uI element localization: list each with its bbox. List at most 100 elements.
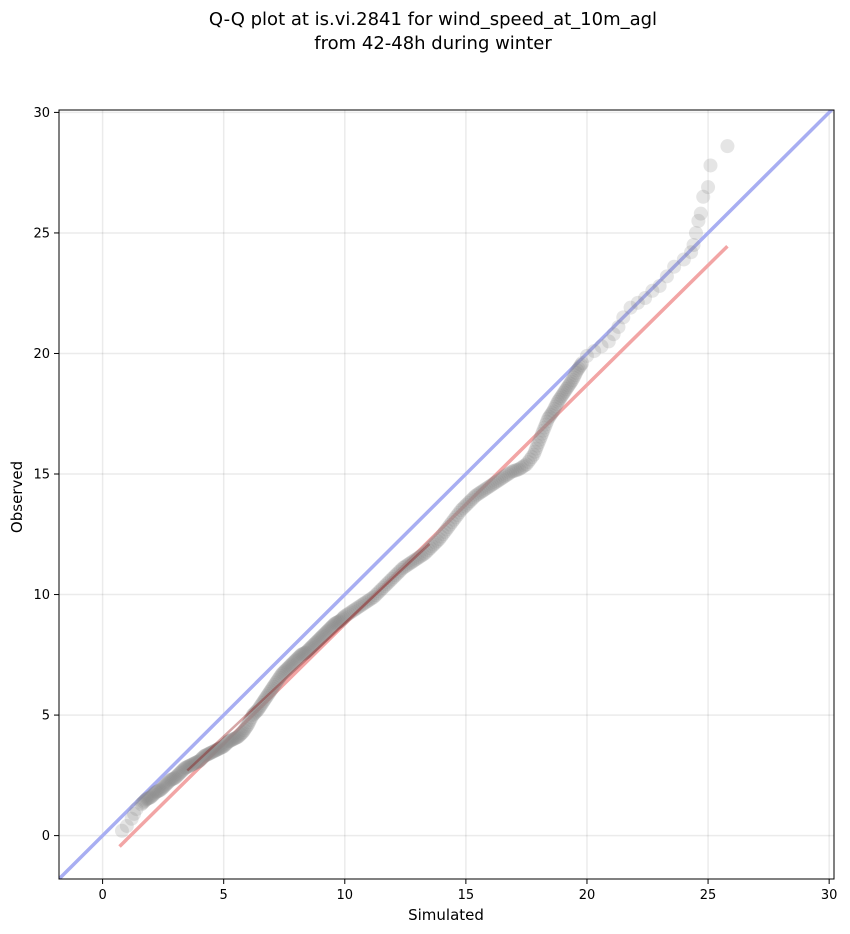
data-point (127, 806, 142, 821)
reference-lines (59, 110, 834, 879)
data-point (357, 595, 372, 610)
data-point (397, 559, 412, 574)
data-point (213, 741, 228, 756)
data-point (179, 760, 194, 775)
data-point (611, 319, 626, 334)
x-tick-label: 0 (98, 888, 106, 903)
y-tick-label: 15 (33, 468, 50, 483)
data-point (684, 245, 699, 260)
data-point (299, 645, 314, 660)
data-point (412, 550, 427, 565)
data-point (181, 759, 196, 774)
data-point (701, 180, 716, 195)
data-point (543, 407, 558, 422)
data-point (215, 740, 230, 755)
data-point (395, 561, 410, 576)
data-point (374, 582, 389, 597)
data-point (659, 269, 674, 284)
data-point (234, 726, 249, 741)
data-point (186, 756, 201, 771)
data-point (159, 776, 174, 791)
data-point (273, 668, 288, 683)
data-point (720, 139, 735, 154)
grid-lines (59, 110, 834, 879)
data-point (249, 704, 264, 719)
data-point (630, 295, 645, 310)
data-point (221, 734, 236, 749)
data-point (200, 747, 215, 762)
data-point (703, 158, 718, 173)
data-point (512, 462, 527, 477)
data-point (549, 397, 564, 412)
data-point (513, 460, 528, 475)
data-point (272, 670, 287, 685)
data-point (475, 483, 490, 498)
data-point (564, 374, 579, 389)
data-point (348, 602, 363, 617)
data-point (145, 788, 160, 803)
data-point (526, 447, 541, 462)
data-point (399, 558, 414, 573)
data-point (501, 467, 516, 482)
data-point (439, 522, 454, 537)
data-point (616, 310, 631, 325)
data-point (435, 527, 450, 542)
y-axis-label: Observed (8, 461, 26, 533)
data-point (243, 712, 258, 727)
data-point (147, 786, 162, 801)
data-point (554, 389, 569, 404)
data-point (169, 769, 184, 784)
data-point (506, 463, 521, 478)
data-point (341, 606, 356, 621)
data-point (527, 444, 542, 459)
data-point (428, 535, 443, 550)
data-point (248, 705, 263, 720)
data-point (541, 411, 556, 426)
data-point (232, 728, 247, 743)
data-point (495, 470, 510, 485)
y-tick-label: 5 (42, 709, 50, 724)
data-point (524, 450, 539, 465)
y-tick-label: 10 (33, 588, 50, 603)
data-point (177, 761, 192, 776)
data-point (238, 721, 253, 736)
data-point (278, 663, 293, 678)
data-point (542, 409, 557, 424)
data-point (417, 546, 432, 561)
data-point (290, 651, 305, 666)
data-point (546, 404, 561, 419)
data-point (555, 387, 570, 402)
data-point (282, 659, 297, 674)
data-point (180, 759, 195, 774)
data-point (339, 608, 354, 623)
data-point (432, 532, 447, 547)
data-point (305, 639, 320, 654)
data-point (415, 547, 430, 562)
data-point (381, 575, 396, 590)
data-point (322, 622, 337, 637)
data-point (144, 790, 159, 805)
data-point (406, 553, 421, 568)
data-point (368, 588, 383, 603)
data-point (536, 423, 551, 438)
data-point (474, 485, 489, 500)
data-point (256, 694, 271, 709)
data-point (119, 818, 134, 833)
data-point (540, 414, 555, 429)
y-tick-label: 30 (33, 106, 50, 121)
data-point (401, 557, 416, 572)
data-point (437, 524, 452, 539)
plot-frame (58, 109, 835, 880)
fit-line (118, 244, 729, 848)
data-point (499, 468, 514, 483)
data-point (579, 348, 594, 363)
data-point (151, 784, 166, 799)
data-point (197, 749, 212, 764)
data-point (408, 552, 423, 567)
chart-title-line-2: from 42-48h during winter (314, 33, 552, 54)
data-point (452, 505, 467, 520)
data-point (550, 394, 565, 409)
data-point (124, 811, 139, 826)
data-point (288, 653, 303, 668)
data-point (559, 382, 574, 397)
